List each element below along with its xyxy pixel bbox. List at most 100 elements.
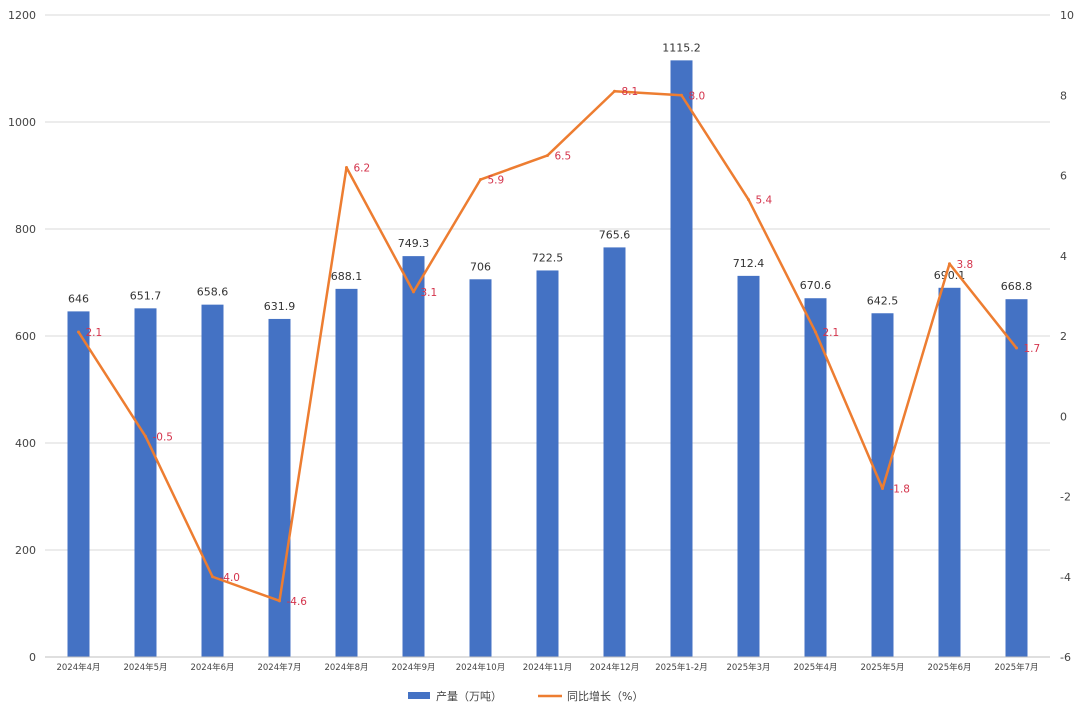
x-axis-tick-label: 2024年10月: [456, 662, 505, 673]
line-value-label: 6.5: [555, 150, 572, 162]
line-value-label: 2.1: [823, 327, 840, 339]
line-point: [1015, 346, 1018, 350]
left-axis-tick-label: 400: [15, 437, 36, 450]
x-axis-tick-label: 2024年12月: [590, 662, 639, 673]
bar-value-label: 631.9: [264, 300, 296, 313]
line-point: [77, 330, 80, 334]
x-axis-tick-label: 2025年5月: [860, 662, 904, 673]
line-point: [680, 93, 683, 97]
legend-bar-label: 产量（万吨）: [436, 689, 502, 703]
line-point: [613, 89, 616, 93]
line-point: [479, 178, 482, 182]
line-point: [144, 434, 147, 438]
line-point: [948, 262, 951, 266]
bar: [469, 279, 492, 657]
line-point: [412, 290, 415, 294]
right-axis-tick-label: 4: [1060, 250, 1067, 263]
line-value-label: -4.0: [220, 572, 241, 584]
legend-line-label: 同比增长（%）: [567, 689, 643, 703]
bar-value-label: 722.5: [532, 251, 564, 264]
line-point: [278, 599, 281, 603]
x-axis: 2024年4月 2024年5月 2024年6月 2024年7月 2024年8月 2024年…: [45, 656, 1050, 673]
line-value-label: 5.4: [756, 195, 773, 207]
line-value-label: -0.5: [153, 431, 174, 443]
line-point: [747, 198, 750, 202]
bar: [1005, 299, 1028, 657]
bar: [804, 298, 827, 657]
left-axis-ticks: 0 200 400 600 800 1000 1200: [8, 9, 36, 664]
bar: [335, 288, 358, 657]
bar-value-label: 642.5: [867, 294, 899, 307]
x-axis-tick-label: 2025年1-2月: [655, 662, 708, 673]
bar: [670, 60, 693, 658]
legend: 产量（万吨） 同比增长（%）: [408, 689, 643, 703]
x-axis-tick-label: 2024年11月: [523, 662, 572, 673]
bar-value-label: 670.6: [800, 279, 832, 292]
x-axis-tick-label: 2024年5月: [123, 662, 167, 673]
bar-value-label: 749.3: [398, 237, 430, 250]
right-axis-tick-label: -6: [1060, 651, 1071, 664]
left-axis-tick-label: 0: [29, 651, 36, 664]
bar-series: [67, 60, 1028, 658]
x-axis-tick-label: 2024年4月: [56, 662, 100, 673]
line-series: [77, 89, 1018, 603]
right-axis-tick-label: 6: [1060, 170, 1067, 183]
line-point: [546, 153, 549, 157]
line-point: [814, 330, 817, 334]
line-value-label: 1.7: [1024, 343, 1041, 355]
right-axis-tick-label: -4: [1060, 571, 1071, 584]
bar-value-label: 646: [68, 292, 89, 305]
line-point: [211, 575, 214, 579]
line-point: [345, 165, 348, 169]
line-value-label: 3.1: [421, 287, 438, 299]
right-axis-tick-label: 0: [1060, 410, 1067, 423]
x-axis-tick-label: 2025年7月: [994, 662, 1038, 673]
left-axis-tick-label: 1000: [8, 116, 36, 129]
line-value-label: 5.9: [488, 175, 505, 187]
bar: [402, 256, 425, 657]
line-value-label: 6.2: [354, 162, 371, 174]
left-axis-tick-label: 1200: [8, 9, 36, 22]
line-value-label: 2.1: [86, 327, 103, 339]
right-axis-tick-label: 2: [1060, 330, 1067, 343]
bar: [201, 304, 224, 657]
left-axis-tick-label: 600: [15, 330, 36, 343]
bar-value-label: 651.7: [130, 289, 162, 302]
x-axis-tick-label: 2025年4月: [793, 662, 837, 673]
left-axis-tick-label: 800: [15, 223, 36, 236]
right-axis-ticks: -6 -4 -2 0 2 4 6 8 10: [1060, 9, 1074, 664]
left-axis-tick-label: 200: [15, 544, 36, 557]
bar-value-label: 1115.2: [662, 41, 701, 54]
x-axis-tick-label: 2025年3月: [726, 662, 770, 673]
right-axis-tick-label: -2: [1060, 491, 1071, 504]
bar: [134, 308, 157, 657]
bar: [603, 247, 626, 658]
bar: [938, 287, 961, 657]
bar: [737, 275, 760, 657]
line-point: [881, 486, 884, 490]
bar-value-label: 706: [470, 260, 491, 273]
bar-data-labels: 646 651.7 658.6 631.9 688.1 749.3 706 722.5 765.…: [68, 41, 1032, 313]
line-value-label: 8.0: [689, 90, 706, 102]
line-value-label: -4.6: [287, 596, 308, 608]
bar-value-label: 712.4: [733, 257, 765, 270]
line-value-label: 8.1: [622, 86, 639, 98]
x-axis-tick-label: 2025年6月: [927, 662, 971, 673]
right-axis-tick-label: 8: [1060, 89, 1067, 102]
legend-bar-swatch: [408, 692, 430, 699]
bar-value-label: 658.6: [197, 286, 229, 299]
x-axis-tick-label: 2024年6月: [190, 662, 234, 673]
x-axis-tick-label: 2024年9月: [391, 662, 435, 673]
bar-value-label: 668.8: [1001, 280, 1033, 293]
line-value-label: 3.8: [957, 259, 974, 271]
bar: [536, 270, 559, 657]
x-axis-tick-label: 2024年8月: [324, 662, 368, 673]
bar-value-label: 765.6: [599, 228, 631, 241]
line-value-label: -1.8: [890, 483, 911, 495]
bar: [67, 311, 90, 657]
right-axis-tick-label: 10: [1060, 9, 1074, 22]
x-axis-tick-label: 2024年7月: [257, 662, 301, 673]
bar-value-label: 688.1: [331, 270, 363, 283]
